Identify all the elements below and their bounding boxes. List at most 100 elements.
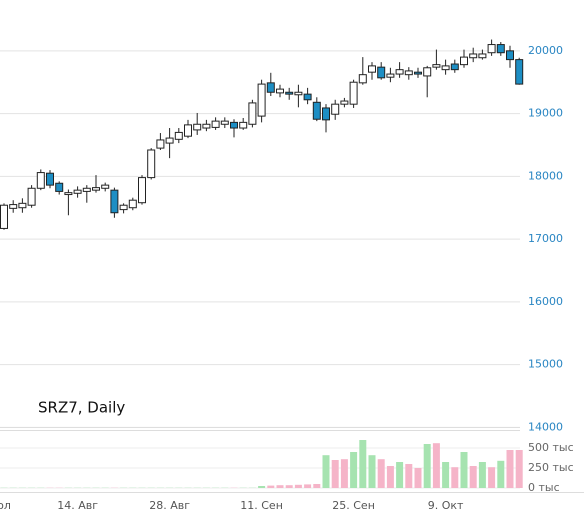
candle-body: [404, 70, 413, 76]
volume-bar: [285, 485, 293, 488]
candle-body: [441, 65, 450, 71]
volume-bar: [294, 484, 302, 488]
candle-body: [303, 93, 312, 101]
candle-body: [331, 103, 340, 115]
candle-body: [395, 69, 404, 75]
candle-body: [358, 74, 367, 84]
candle-body: [230, 121, 238, 129]
candle-body: [506, 50, 514, 61]
volume-tick-label: 500 тыс: [528, 441, 574, 454]
y-tick-label: 20000: [528, 44, 563, 57]
candle-body: [46, 172, 54, 186]
volume-bar: [488, 467, 496, 488]
volume-bar: [451, 467, 459, 488]
candle-body: [128, 199, 137, 209]
volume-bar: [340, 459, 348, 488]
volume-bar: [350, 452, 358, 488]
candle-body: [248, 102, 257, 125]
candle-body: [165, 137, 174, 144]
y-tick-label: 14000: [528, 420, 563, 433]
candle-body: [220, 120, 229, 125]
candle-body: [73, 189, 82, 194]
x-tick-label: 9. Окт: [428, 499, 464, 512]
candle-body: [294, 91, 303, 96]
candle-body: [386, 73, 395, 78]
candle-body: [36, 172, 45, 189]
candle-body: [469, 53, 478, 59]
candle-body: [432, 64, 441, 68]
candle-body: [377, 66, 386, 79]
candle-body: [368, 65, 376, 73]
volume-tick-label: 250 тыс: [528, 461, 574, 474]
volume-bar: [423, 444, 431, 488]
candle-body: [9, 204, 18, 209]
volume-bar: [515, 450, 523, 488]
candle-body: [92, 187, 100, 191]
volume-bar: [313, 484, 321, 488]
candle-body: [138, 177, 146, 204]
candle-body: [82, 187, 91, 192]
candle-body: [515, 59, 524, 85]
candle-body: [18, 202, 27, 209]
candle-body: [276, 88, 284, 94]
volume-bar: [405, 464, 413, 488]
candle-body: [496, 44, 505, 54]
x-tick-label: ол: [0, 499, 11, 512]
volume-bar: [258, 486, 266, 488]
volume-bar: [331, 460, 339, 488]
candle-body: [110, 189, 119, 214]
y-tick-label: 17000: [528, 232, 563, 245]
candle-body: [266, 82, 275, 93]
volume-bar: [396, 462, 404, 488]
candle-body: [478, 53, 487, 59]
chart-title: SRZ7, Daily: [38, 399, 125, 417]
x-tick-label: 11. Сен: [240, 499, 283, 512]
volume-bar: [469, 466, 477, 488]
volume-bar: [322, 455, 330, 488]
candle-body: [340, 100, 349, 105]
volume-bar: [368, 455, 376, 488]
candle-body: [193, 123, 202, 131]
y-tick-label: 15000: [528, 358, 563, 371]
x-tick-label: 25. Сен: [332, 499, 375, 512]
y-tick-label: 16000: [528, 295, 563, 308]
candle-body: [414, 71, 422, 75]
candle-body: [147, 149, 156, 179]
volume-bar: [506, 450, 514, 488]
candle-body: [487, 44, 496, 54]
candle-body: [312, 101, 321, 120]
volume-bar: [377, 459, 385, 488]
candle-body: [460, 56, 468, 66]
candle-body: [257, 83, 266, 117]
candle-body: [349, 81, 358, 105]
candle-body: [174, 131, 183, 140]
volume-bar: [414, 468, 422, 488]
volume-bar: [276, 485, 284, 488]
volume-bar: [442, 462, 450, 488]
volume-bar: [267, 485, 275, 488]
candle-body: [322, 107, 330, 121]
x-tick-label: 14. Авг: [57, 499, 98, 512]
volume-bar: [478, 462, 486, 488]
candle-body: [64, 192, 73, 196]
volume-tick-label: 0 тыс: [528, 481, 560, 494]
x-tick-label: 28. Авг: [149, 499, 190, 512]
volume-bar: [304, 484, 312, 488]
candle-body: [285, 91, 294, 95]
candle-body: [202, 123, 211, 129]
volume-bar: [432, 443, 440, 488]
candle-body: [211, 120, 220, 128]
volume-bar: [460, 452, 468, 488]
volume-bar: [497, 460, 505, 488]
candle-body: [101, 184, 110, 189]
y-tick-label: 18000: [528, 169, 563, 182]
volume-bar: [359, 440, 367, 488]
volume-bar: [386, 466, 394, 488]
candle-body: [423, 67, 432, 77]
candle-body: [239, 121, 248, 129]
candle-body: [184, 124, 192, 137]
y-tick-label: 19000: [528, 107, 563, 120]
candle-body: [55, 182, 64, 192]
